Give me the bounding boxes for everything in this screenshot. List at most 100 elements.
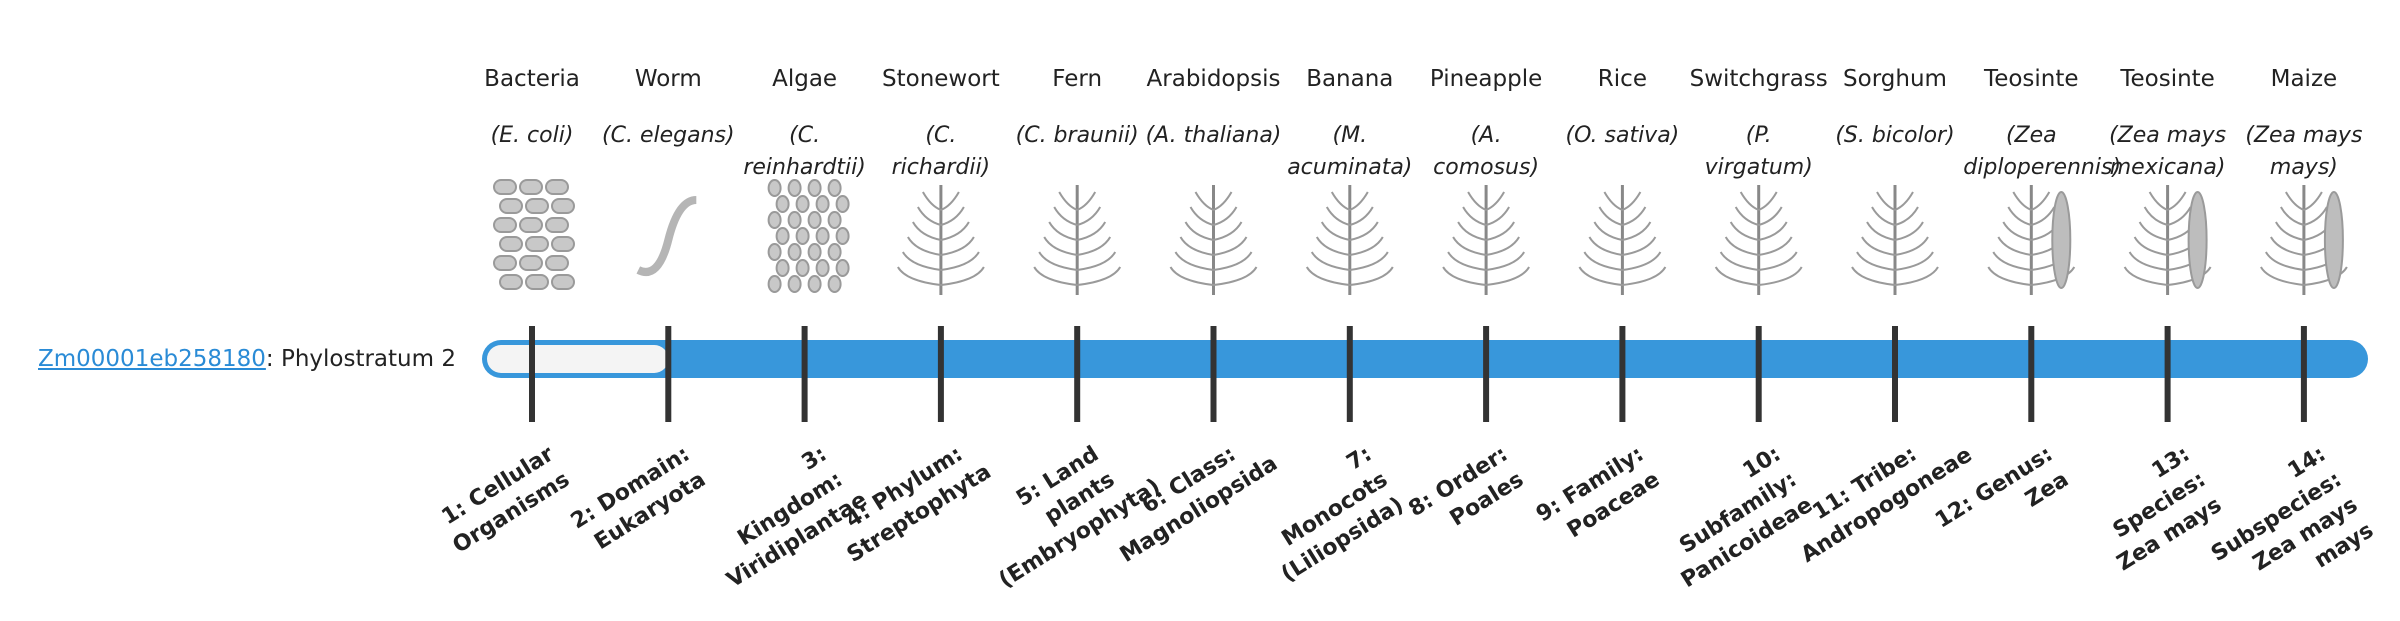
illustration-part (1076, 206, 1102, 226)
illustration-part (2051, 191, 2072, 289)
organism-species: (C. elegans) (602, 123, 735, 148)
illustration-part (2167, 206, 2192, 226)
organism-name: Fern (1052, 66, 1103, 92)
stratum-tick (2028, 326, 2035, 422)
illustration-part (1349, 266, 1394, 286)
illustration-part (2275, 221, 2305, 241)
illustration-part (2303, 191, 2323, 211)
illustration-part (775, 195, 790, 213)
illustration-part (827, 275, 842, 293)
illustration-part (1894, 251, 1934, 271)
organism-name: Banana (1306, 66, 1394, 92)
stratum-tick (529, 326, 535, 422)
illustration-part (1053, 206, 1078, 226)
illustration-part (519, 179, 543, 195)
stratum-tick (1210, 326, 1217, 422)
organism-name: Teosinte (2120, 66, 2215, 92)
illustration-part (1758, 206, 1783, 226)
organism-name: Sorghum (1843, 66, 1947, 92)
illustration-part (1452, 236, 1487, 256)
illustration-part (1622, 266, 1667, 286)
illustration-part (551, 274, 575, 290)
illustration-part (767, 179, 782, 197)
illustration-part (807, 179, 822, 197)
illustration-part (1729, 221, 1759, 241)
illustration-part (1578, 266, 1623, 286)
illustration-part (1603, 191, 1623, 211)
illustration-part (1992, 251, 2032, 271)
illustration-part (636, 196, 697, 276)
illustration-part (1058, 191, 1078, 211)
phylostratum-text: : Phylostratum 2 (265, 346, 456, 372)
illustration-part (499, 198, 523, 214)
illustration-part (2303, 206, 2328, 226)
stratum-tick (2300, 326, 2307, 422)
illustration-part (1485, 221, 1515, 241)
illustration-part (1622, 221, 1652, 241)
stratum-tick (665, 326, 672, 422)
illustration-part (1048, 221, 1078, 241)
illustration-part (1076, 191, 1097, 211)
illustration-part (1758, 191, 1778, 211)
illustration-part (1851, 266, 1896, 286)
illustration-part (2133, 236, 2168, 256)
organism-illustration (1578, 185, 1667, 295)
illustration-part (1861, 236, 1896, 256)
stratum-tick (1483, 326, 1490, 422)
organism-name: Switchgrass (1689, 66, 1828, 92)
organism-name: Maize (2270, 66, 2338, 92)
illustration-part (1758, 221, 1788, 241)
organism-illustration (1442, 185, 1530, 295)
illustration-part (1349, 221, 1379, 241)
illustration-part (1077, 251, 1117, 271)
organism-illustration (1851, 185, 1939, 295)
illustration-part (1622, 251, 1662, 271)
organism-illustration (1033, 185, 1122, 295)
organism-name: Teosinte (1984, 66, 2079, 92)
illustration-part (1325, 206, 1351, 226)
illustration-part (551, 198, 575, 214)
organism-species: (E. coli) (490, 123, 574, 148)
illustration-part (1038, 251, 1078, 271)
illustration-part (907, 236, 942, 256)
illustration-part (1213, 191, 1233, 211)
illustration-part (1349, 236, 1384, 256)
gene-link[interactable]: Zm00001eb258180 (38, 346, 266, 372)
illustration-part (827, 243, 842, 261)
illustration-part (1894, 266, 1939, 286)
illustration-part (519, 255, 543, 271)
stratum-tick (937, 326, 944, 422)
organism-species: (Zea diploperennis) (1963, 123, 2122, 180)
illustration-part (499, 236, 523, 252)
illustration-part (1588, 236, 1623, 256)
illustration-part (1457, 221, 1487, 241)
organism-species: (P. virgatum) (1704, 123, 1813, 180)
illustration-part (775, 259, 790, 277)
organism-illustration (1305, 185, 1394, 295)
illustration-part (2012, 191, 2032, 211)
illustration-part (1485, 266, 1530, 286)
illustration-part (940, 191, 960, 211)
illustration-part (787, 275, 802, 293)
organism-illustration (2123, 185, 2212, 295)
illustration-part (807, 275, 822, 293)
timeline-bar (482, 340, 2368, 378)
illustration-part (1621, 191, 1642, 211)
illustration-part (1894, 206, 1919, 226)
illustration-part (1330, 191, 1351, 211)
illustration-part (493, 217, 517, 233)
illustration-part (795, 227, 810, 245)
illustration-part (815, 227, 830, 245)
organism-illustration (636, 196, 697, 276)
illustration-part (1739, 191, 1760, 211)
illustration-part (1033, 266, 1078, 286)
organism-species: (Zea mays mays) (2245, 123, 2363, 180)
illustration-part (2002, 221, 2032, 241)
illustration-part (787, 243, 802, 261)
illustration-part (1447, 251, 1487, 271)
illustration-part (551, 236, 575, 252)
illustration-part (827, 211, 842, 229)
illustration-part (795, 195, 810, 213)
illustration-part (545, 217, 569, 233)
illustration-part (1462, 206, 1487, 226)
